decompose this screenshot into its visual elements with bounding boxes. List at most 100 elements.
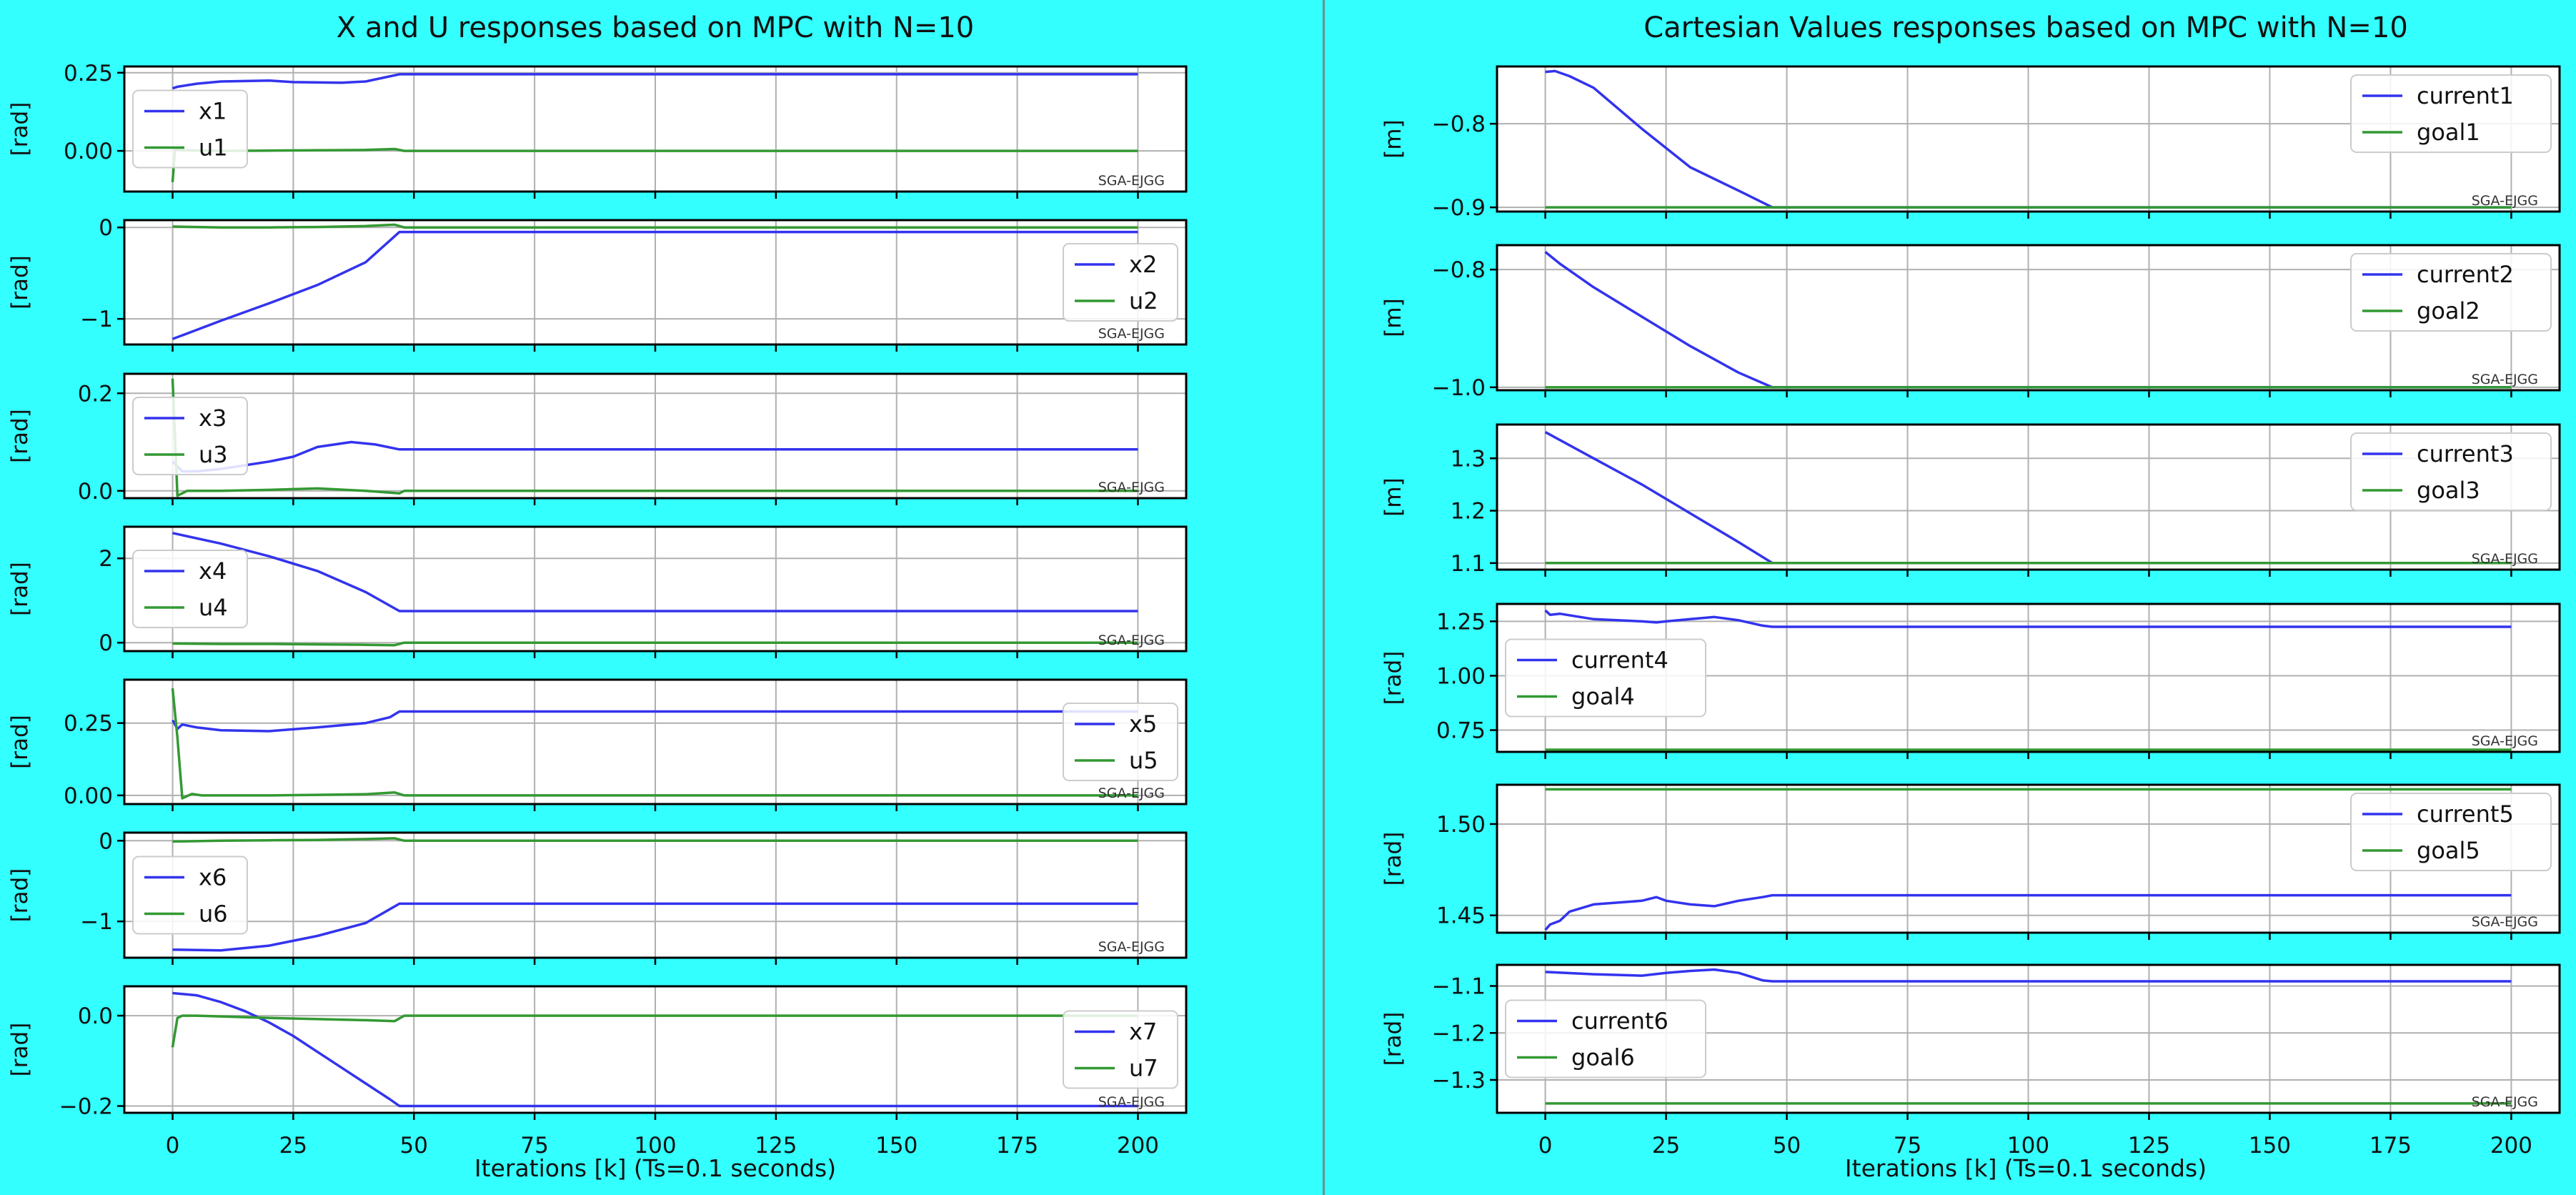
series-line-x4 (172, 532, 1138, 613)
legend-label: u3 (199, 441, 228, 468)
series-line-current1 (1545, 69, 2512, 209)
x-tick-label: 25 (1652, 1133, 1680, 1159)
y-tick-label: 1.50 (1436, 812, 1486, 838)
legend-label: x3 (199, 405, 227, 432)
legend: current3 goal3 (2350, 432, 2552, 511)
legend-label: u7 (1129, 1055, 1158, 1082)
legend-box (1063, 1010, 1178, 1089)
y-axis-label: [rad] (7, 562, 33, 616)
chart-title: X and U responses based on MPC with N=10 (337, 11, 975, 44)
y-tick-label: 1.25 (1436, 609, 1486, 635)
y-tick-label: −0.9 (1432, 195, 1486, 221)
subplot-4: 1.25 1.00 0.75 [rad] SGA-EJGG current4 goal4 (1381, 603, 2561, 759)
x-tick-label: 200 (2490, 1133, 2532, 1159)
series-line-u3 (171, 378, 1138, 497)
y-tick-label: 0.25 (64, 711, 113, 737)
watermark-label: SGA-EJGG (2472, 733, 2538, 749)
series-line-x6 (172, 902, 1138, 952)
legend-label: current3 (2417, 440, 2514, 467)
x-tick-label: 75 (520, 1133, 548, 1159)
x-tick-label: 50 (1773, 1133, 1801, 1159)
watermark-label: SGA-EJGG (1098, 1094, 1165, 1110)
y-tick-label: 1.2 (1451, 499, 1486, 525)
y-axis-label: [rad] (7, 1023, 33, 1077)
y-axis-label: [rad] (7, 715, 33, 769)
y-tick-label: −1.0 (1432, 375, 1486, 401)
legend-label: x6 (199, 864, 227, 891)
y-axis-label: [rad] (1381, 832, 1406, 886)
y-tick-label: 0.0 (78, 479, 113, 505)
series-line-current4 (1544, 609, 2512, 628)
legend: current4 goal4 (1505, 638, 1706, 718)
x-tick-label: 50 (400, 1133, 428, 1159)
x-tick-label: 150 (2249, 1133, 2291, 1159)
legend-label: u2 (1129, 287, 1158, 314)
y-tick-label: 0.00 (64, 139, 113, 164)
legend-label: u4 (199, 594, 228, 621)
y-tick-label: −1 (80, 909, 113, 935)
legend-box (132, 856, 248, 935)
x-tick-label: 0 (1538, 1133, 1553, 1159)
y-tick-label: 1.45 (1436, 903, 1486, 929)
legend: current6 goal6 (1505, 999, 1706, 1079)
legend-label: x1 (199, 98, 227, 125)
y-tick-label: 0 (99, 630, 113, 656)
watermark-label: SGA-EJGG (1098, 480, 1165, 495)
legend-label: u1 (199, 134, 228, 162)
legend-label: x7 (1129, 1018, 1157, 1046)
y-axis-label: [rad] (7, 255, 33, 309)
legend-label: current1 (2417, 82, 2514, 109)
subplot-3: 0.2 0.0 [rad] SGA-EJGG x3 u3 (7, 372, 1188, 505)
y-tick-label: −1.2 (1432, 1021, 1486, 1046)
watermark-label: SGA-EJGG (1098, 633, 1165, 648)
x-tick-label: 200 (1117, 1133, 1159, 1159)
x-tick-label: 75 (1894, 1133, 1921, 1159)
y-tick-label: −0.8 (1432, 257, 1486, 283)
y-axis-label: [rad] (1381, 651, 1406, 705)
y-tick-label: 1.1 (1451, 551, 1486, 577)
y-axis-label: [rad] (7, 409, 33, 463)
legend-label: u6 (199, 901, 228, 928)
series-line-u6 (172, 837, 1138, 843)
legend-box (132, 89, 248, 169)
x-tick-label: 100 (634, 1133, 676, 1159)
x-axis-label: Iterations [k] (Ts=0.1 seconds) (474, 1154, 836, 1182)
series-line-x7 (172, 991, 1138, 1108)
y-tick-label: −0.2 (59, 1094, 113, 1120)
legend-label: goal6 (1571, 1044, 1635, 1071)
y-tick-label: 0 (99, 828, 113, 854)
legend-box (1063, 703, 1178, 781)
subplot-5: 1.50 1.45 [rad] SGA-EJGG current5 goal5 (1381, 783, 2561, 940)
y-axis-label: [rad] (7, 102, 33, 157)
y-tick-label: 1.3 (1451, 446, 1486, 472)
legend: current1 goal1 (2350, 74, 2552, 153)
legend-box (1063, 243, 1178, 322)
y-tick-label: 0.00 (64, 783, 113, 809)
legend: current5 goal5 (2350, 793, 2552, 871)
y-tick-label: −1.1 (1432, 974, 1486, 1000)
x-tick-label: 175 (2369, 1133, 2412, 1159)
subplot-3: 1.3 1.2 1.1 [m] SGA-EJGG current3 goal3 (1381, 423, 2561, 577)
subplot-2: −0.8 −1.0 [m] SGA-EJGG current2 goal2 (1381, 244, 2561, 401)
subplot-1: −0.8 −0.9 [m] SGA-EJGG current1 goal1 (1381, 65, 2561, 221)
subplot-6: −1.1 −1.2 −1.3 [rad] SGA-EJGG current6 goal6 (1381, 963, 2561, 1120)
watermark-label: SGA-EJGG (1098, 326, 1165, 342)
watermark-label: SGA-EJGG (2472, 551, 2538, 567)
series-line-u5 (171, 688, 1138, 800)
legend-label: goal4 (1571, 683, 1635, 710)
x-tick-label: 0 (166, 1133, 180, 1159)
legend-label: current4 (1571, 647, 1669, 674)
series-line-current2 (1544, 251, 2512, 389)
y-axis-label: [rad] (7, 868, 33, 923)
y-tick-label: 0.2 (78, 381, 113, 407)
x-tick-label: 100 (2007, 1133, 2049, 1159)
legend-label: x2 (1129, 251, 1157, 278)
y-axis-label: [m] (1381, 119, 1406, 158)
